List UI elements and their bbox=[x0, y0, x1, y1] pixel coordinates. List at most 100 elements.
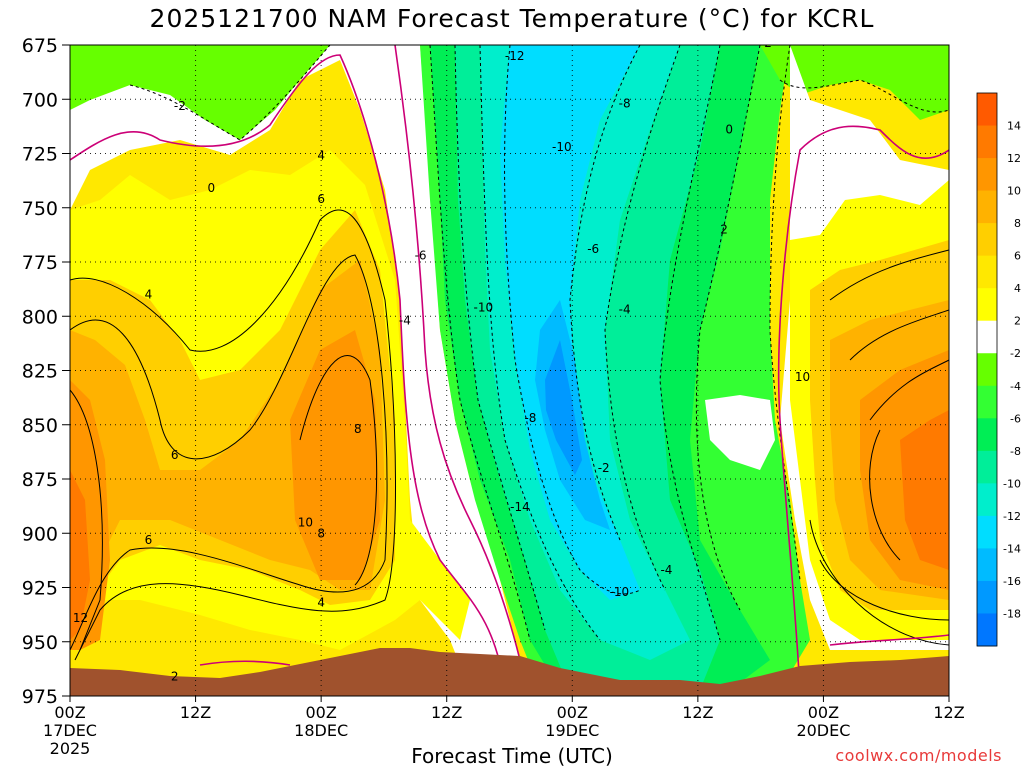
colorbar-band bbox=[977, 353, 997, 387]
colorbar-label: -14 bbox=[1003, 542, 1021, 555]
contour-label: -2 bbox=[760, 36, 772, 50]
colorbar: 14 12 10 8 6 4 2 -2 -4 -6 -8 -10 -12 -14 -16 -18 bbox=[976, 92, 1021, 647]
negative-contour-lines bbox=[129, 45, 949, 641]
contour-label: 6 bbox=[145, 533, 153, 547]
colorbar-label: -10 bbox=[1003, 477, 1021, 490]
orange-core-left bbox=[70, 470, 90, 640]
colorbar-band bbox=[977, 255, 997, 289]
y-tick-label: 800 bbox=[22, 306, 58, 328]
contour-label: -2 bbox=[174, 99, 186, 113]
cold-core-18 bbox=[545, 340, 582, 475]
contour-label: -12 bbox=[505, 49, 525, 63]
y-tick-label: 750 bbox=[22, 198, 58, 220]
contour-label: 10 bbox=[298, 515, 313, 529]
y-tick-label: 700 bbox=[22, 89, 58, 111]
contour-labels: -2 0 4 6 6 2 12 10 4 6 8 4 8 -4 -6 -12 -10 -8 -14 -10 -6 -8 -4… bbox=[73, 36, 810, 683]
x-tick-label: 00Z bbox=[808, 703, 839, 722]
colorbar-label: -4 bbox=[1010, 380, 1021, 393]
colorbar-label: -16 bbox=[1003, 575, 1021, 588]
colorbar-band bbox=[977, 548, 997, 582]
y-tick-label: 725 bbox=[22, 144, 58, 166]
colorbar-band bbox=[977, 158, 997, 192]
colorbar-band bbox=[977, 223, 997, 257]
x-day-label: 20DEC bbox=[796, 721, 850, 740]
orange-zone-left-8 bbox=[70, 330, 380, 650]
contour-label: 2 bbox=[171, 669, 179, 683]
x-axis: 00Z 12Z 00Z 12Z 00Z 12Z 00Z 12Z 17DEC 18DEC 19DEC 2… bbox=[43, 696, 965, 758]
colorbar-band bbox=[977, 515, 997, 549]
contour-label: 0 bbox=[207, 181, 215, 195]
colorbar-label: 8 bbox=[1014, 217, 1021, 230]
colorbar-label: 2 bbox=[1014, 315, 1021, 328]
green-patch-top-left bbox=[70, 45, 330, 140]
colorbar-band bbox=[977, 450, 997, 484]
contour-label: 4 bbox=[317, 596, 325, 610]
colorbar-band bbox=[977, 190, 997, 224]
contour-label: 8 bbox=[354, 422, 362, 436]
contour-label: 10 bbox=[795, 370, 810, 384]
x-day-label: 17DEC bbox=[43, 721, 97, 740]
contour-label: -8 bbox=[619, 97, 631, 111]
contour-label: -4 bbox=[660, 563, 672, 577]
colorbar-label: -2 bbox=[1010, 347, 1021, 360]
x-day-label: 18DEC bbox=[294, 721, 348, 740]
zero-contour-lines bbox=[70, 45, 949, 691]
colorbar-band bbox=[977, 125, 997, 159]
y-axis: 675 700 725 750 775 800 825 850 875 900 925 950 975 bbox=[22, 35, 70, 708]
colorbar-band bbox=[977, 483, 997, 517]
colorbar-label: 6 bbox=[1014, 250, 1021, 263]
colorbar-label: -12 bbox=[1003, 510, 1021, 523]
colorbar-band bbox=[977, 418, 997, 452]
colorbar-band bbox=[977, 93, 997, 127]
y-tick-label: 825 bbox=[22, 361, 58, 383]
contour-label: -6 bbox=[415, 248, 427, 262]
y-tick-label: 875 bbox=[22, 469, 58, 491]
colorbar-band bbox=[977, 385, 997, 419]
x-tick-label: 12Z bbox=[682, 703, 713, 722]
colorbar-label: 12 bbox=[1007, 152, 1021, 165]
contour-label: 2 bbox=[720, 222, 728, 236]
terrain bbox=[70, 648, 949, 696]
contour-label: -6 bbox=[587, 242, 599, 256]
contour-label: 6 bbox=[317, 192, 325, 206]
grid bbox=[70, 45, 949, 696]
contour-label: -2 bbox=[598, 461, 610, 475]
x-tick-label: 12Z bbox=[180, 703, 211, 722]
colorbar-label: -18 bbox=[1003, 607, 1021, 620]
y-tick-label: 775 bbox=[22, 252, 58, 274]
y-tick-label: 925 bbox=[22, 578, 58, 600]
x-tick-label: 12Z bbox=[933, 703, 964, 722]
colorbar-band bbox=[977, 288, 997, 322]
y-tick-label: 850 bbox=[22, 415, 58, 437]
colorbar-label: -8 bbox=[1010, 445, 1021, 458]
x-tick-label: 00Z bbox=[305, 703, 336, 722]
colorbar-label: -6 bbox=[1010, 412, 1021, 425]
near-zero-zone-center bbox=[395, 45, 515, 640]
contour-label: -14 bbox=[510, 500, 530, 514]
x-axis-title: Forecast Time (UTC) bbox=[411, 744, 613, 768]
plot-area: -2 0 4 6 6 2 12 10 4 6 8 4 8 -4 -6 -12 -10 -8 -14 -10 -6 -8 -4… bbox=[70, 36, 949, 696]
contour-label: -4 bbox=[399, 314, 411, 328]
y-tick-label: 675 bbox=[22, 35, 58, 57]
x-tick-label: 12Z bbox=[431, 703, 462, 722]
contour-label: -10 bbox=[610, 585, 630, 599]
x-year-label: 2025 bbox=[50, 739, 91, 758]
colorbar-label: 10 bbox=[1007, 185, 1021, 198]
y-tick-label: 950 bbox=[22, 632, 58, 654]
colorbar-band bbox=[977, 613, 997, 647]
colorbar-band bbox=[977, 580, 997, 614]
colorbar-label: 14 bbox=[1007, 120, 1021, 133]
x-day-label: 19DEC bbox=[545, 721, 599, 740]
colorbar-label: 4 bbox=[1014, 282, 1021, 295]
x-tick-label: 00Z bbox=[54, 703, 85, 722]
contour-label: -8 bbox=[524, 411, 536, 425]
contour-label: 12 bbox=[73, 611, 88, 625]
contour-label: 0 bbox=[725, 123, 733, 137]
orange-zone-right-10 bbox=[900, 410, 949, 570]
contour-label: 4 bbox=[317, 149, 325, 163]
chart-title: 2025121700 NAM Forecast Temperature (°C)… bbox=[149, 4, 875, 33]
contour-label: 8 bbox=[317, 526, 325, 540]
contour-label: -4 bbox=[619, 303, 631, 317]
colorbar-frame bbox=[976, 92, 998, 647]
